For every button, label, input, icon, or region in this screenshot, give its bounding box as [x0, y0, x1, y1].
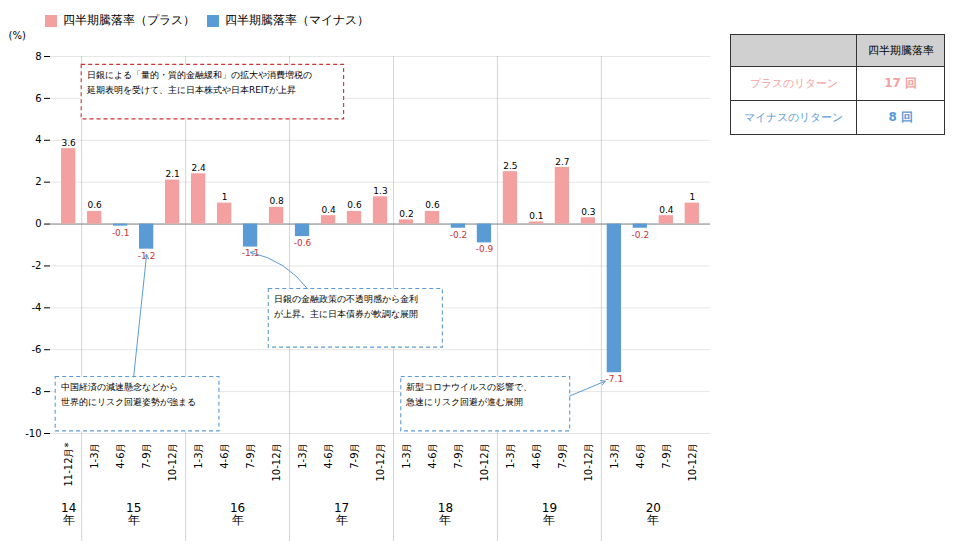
- svg-text:2.7: 2.7: [555, 157, 569, 167]
- svg-text:2.4: 2.4: [191, 163, 206, 173]
- svg-text:10-12月: 10-12月: [479, 443, 490, 482]
- svg-text:2.5: 2.5: [503, 161, 517, 171]
- svg-text:1: 1: [689, 192, 695, 202]
- svg-text:0: 0: [35, 218, 41, 229]
- svg-text:1.3: 1.3: [373, 186, 387, 196]
- svg-text:4-6月: 4-6月: [635, 443, 646, 469]
- svg-text:10-12月: 10-12月: [271, 443, 282, 482]
- svg-text:0.6: 0.6: [88, 200, 103, 210]
- svg-text:0.2: 0.2: [399, 209, 413, 219]
- svg-text:-10: -10: [25, 428, 41, 439]
- svg-text:10-12月: 10-12月: [687, 443, 698, 482]
- svg-text:1-3月: 1-3月: [401, 443, 412, 469]
- html-text:四半期騰落率（プラス）: 四半期騰落率（プラス）: [63, 13, 195, 27]
- svg-text:4-6月: 4-6月: [531, 443, 542, 469]
- svg-text:7-9月: 7-9月: [245, 443, 256, 469]
- svg-text:1-3月: 1-3月: [297, 443, 308, 469]
- svg-text:0.1: 0.1: [529, 211, 543, 221]
- svg-text:新型コロナウイルスの影響で、急速にリスク回避が進む展開: 新型コロナウイルスの影響で、急速にリスク回避が進む展開: [405, 382, 532, 406]
- svg-text:4-6月: 4-6月: [219, 443, 230, 469]
- svg-text:7-9月: 7-9月: [661, 443, 672, 469]
- svg-text:7-9月: 7-9月: [453, 443, 464, 469]
- svg-text:6: 6: [35, 93, 41, 104]
- svg-text:20年: 20年: [646, 501, 661, 527]
- svg-text:0.6: 0.6: [347, 200, 362, 210]
- svg-text:日銀による「量的・質的金融緩和」の拡大や消費増税の延期表明を: 日銀による「量的・質的金融緩和」の拡大や消費増税の延期表明を受けて、主に日本株式…: [86, 70, 312, 94]
- svg-text:-0.2: -0.2: [450, 230, 468, 240]
- svg-text:10-12月: 10-12月: [167, 443, 178, 482]
- svg-text:14年: 14年: [61, 501, 76, 527]
- svg-text:-0.2: -0.2: [632, 230, 650, 240]
- svg-text:3.6: 3.6: [62, 138, 77, 148]
- svg-text:1-3月: 1-3月: [193, 443, 204, 469]
- svg-text:16年: 16年: [230, 501, 245, 527]
- svg-text:10-12月: 10-12月: [375, 443, 386, 482]
- svg-text:7-9月: 7-9月: [349, 443, 360, 469]
- svg-text:-4: -4: [32, 302, 42, 313]
- svg-text:-0.1: -0.1: [112, 228, 130, 238]
- svg-text:18年: 18年: [438, 501, 453, 527]
- html-text:四半期騰落率: 四半期騰落率: [867, 44, 934, 57]
- svg-text:0.6: 0.6: [425, 200, 440, 210]
- svg-text:7-9月: 7-9月: [557, 443, 568, 469]
- html-text:8 回: 8 回: [888, 110, 913, 124]
- svg-text:0.3: 0.3: [581, 207, 595, 217]
- svg-text:7-9月: 7-9月: [141, 443, 152, 469]
- svg-text:中国経済の減速懸念などから世界的にリスク回避姿勢が強まる: 中国経済の減速懸念などから世界的にリスク回避姿勢が強まる: [61, 382, 196, 406]
- svg-text:0.8: 0.8: [269, 196, 284, 206]
- svg-text:19年: 19年: [542, 501, 557, 527]
- svg-text:1-3月: 1-3月: [505, 443, 516, 469]
- svg-text:4: 4: [35, 134, 41, 145]
- svg-text:日銀の金融政策の不透明感から金利が上昇。主に日本債券が軟調な: 日銀の金融政策の不透明感から金利が上昇。主に日本債券が軟調な展開: [274, 294, 418, 318]
- svg-text:4-6月: 4-6月: [323, 443, 334, 469]
- svg-text:0.4: 0.4: [321, 205, 336, 215]
- svg-text:1: 1: [222, 192, 228, 202]
- svg-text:1-3月: 1-3月: [609, 443, 620, 469]
- svg-text:-0.9: -0.9: [476, 244, 494, 254]
- svg-text:17年: 17年: [334, 501, 349, 527]
- html-text:17 回: 17 回: [884, 76, 918, 90]
- svg-text:(%): (%): [9, 30, 26, 41]
- svg-text:11-12月*: 11-12月*: [63, 443, 74, 487]
- html-text:プラスのリターン: プラスのリターン: [749, 77, 838, 90]
- svg-text:8: 8: [35, 51, 41, 62]
- svg-text:-0.6: -0.6: [294, 238, 312, 248]
- svg-text:-2: -2: [32, 260, 42, 271]
- svg-text:-8: -8: [32, 386, 42, 397]
- svg-text:0.4: 0.4: [659, 205, 674, 215]
- svg-text:-1.2: -1.2: [137, 250, 156, 261]
- svg-text:-7.1: -7.1: [606, 374, 624, 384]
- html-text:四半期騰落率（マイナス）: 四半期騰落率（マイナス）: [225, 13, 369, 27]
- html-text:マイナスのリターン: マイナスのリターン: [744, 111, 844, 124]
- svg-text:1-3月: 1-3月: [89, 443, 100, 469]
- svg-text:-1.1: -1.1: [241, 248, 260, 259]
- svg-text:15年: 15年: [126, 501, 141, 527]
- svg-text:4-6月: 4-6月: [427, 443, 438, 469]
- svg-text:-6: -6: [32, 344, 42, 355]
- svg-text:10-12月: 10-12月: [583, 443, 594, 482]
- svg-text:2.1: 2.1: [165, 169, 179, 179]
- svg-text:2: 2: [35, 176, 41, 187]
- svg-text:4-6月: 4-6月: [115, 443, 126, 469]
